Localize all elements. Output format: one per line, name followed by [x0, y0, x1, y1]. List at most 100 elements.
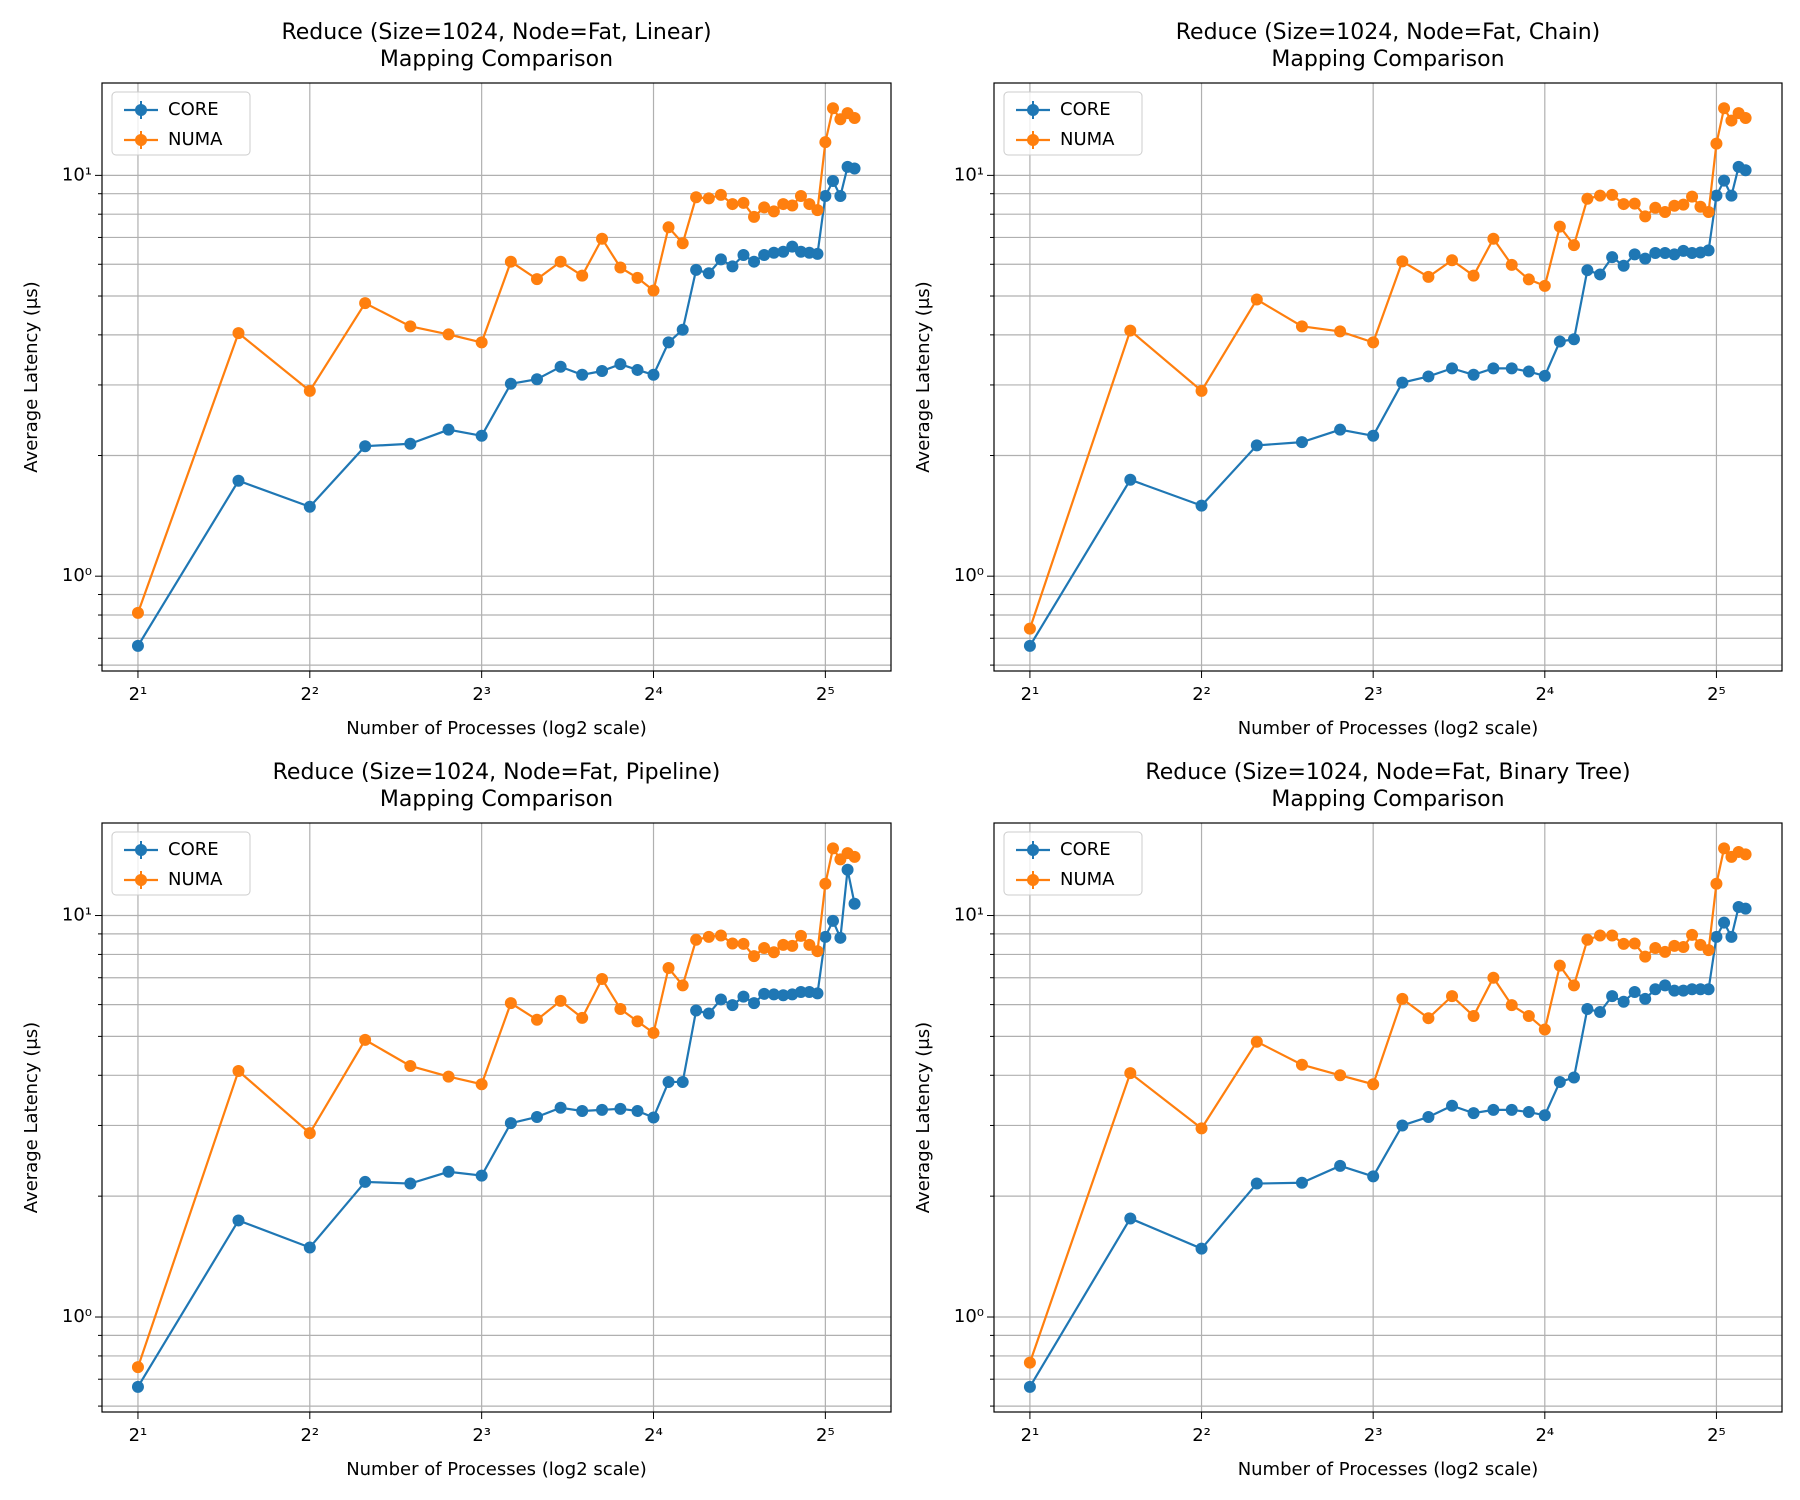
chart-title: Reduce (Size=1024, Node=Fat, Chain) — [1176, 20, 1601, 45]
data-point — [690, 933, 703, 946]
data-point — [777, 989, 790, 1002]
x-axis-label: Number of Processes (log2 scale) — [346, 1459, 647, 1480]
data-point — [714, 993, 727, 1006]
data-point — [1739, 848, 1752, 861]
data-point — [504, 377, 517, 390]
plot-frame — [993, 822, 1783, 1413]
data-point — [1581, 933, 1594, 946]
data-point — [726, 999, 739, 1012]
data-point — [1195, 1122, 1208, 1135]
x-tick-label: 2² — [300, 1425, 319, 1446]
data-point — [737, 937, 750, 950]
data-point — [1639, 210, 1652, 223]
data-point — [647, 284, 660, 297]
data-point — [786, 199, 799, 212]
subplot: Reduce (Size=1024, Node=Fat, Pipeline)Ma… — [21, 760, 892, 1480]
data-point — [1710, 189, 1723, 202]
subplot: Reduce (Size=1024, Node=Fat, Binary Tree… — [913, 760, 1783, 1480]
data-point — [714, 188, 727, 201]
chart-subtitle: Mapping Comparison — [380, 787, 613, 812]
data-point — [758, 942, 771, 955]
data-point — [530, 273, 543, 286]
data-point — [647, 368, 660, 381]
data-point — [614, 358, 627, 371]
data-point — [359, 1033, 372, 1046]
data-point — [475, 336, 488, 349]
y-tick-label: 10¹ — [62, 164, 92, 185]
data-point — [1553, 335, 1566, 348]
data-point — [442, 1165, 455, 1178]
data-point — [758, 248, 771, 261]
data-point — [1553, 220, 1566, 233]
data-point — [596, 1103, 609, 1116]
chart-subtitle: Mapping Comparison — [1271, 787, 1504, 812]
data-point — [1124, 1212, 1137, 1225]
series-line — [1028, 845, 1746, 1363]
legend-label: CORE — [168, 99, 219, 120]
data-point — [1739, 112, 1752, 125]
data-point — [1668, 248, 1681, 261]
data-point — [1538, 279, 1551, 292]
data-point — [475, 1078, 488, 1091]
legend-marker — [135, 134, 147, 146]
legend-label: CORE — [168, 839, 219, 860]
data-point — [1686, 928, 1699, 941]
data-point — [819, 190, 832, 203]
data-point — [1367, 429, 1380, 442]
legend-label: NUMA — [168, 869, 223, 890]
data-point — [1649, 983, 1662, 996]
data-point — [232, 1214, 245, 1227]
legend-marker — [1027, 104, 1039, 116]
data-point — [631, 1015, 644, 1028]
data-point — [1124, 1067, 1137, 1080]
subplot: Reduce (Size=1024, Node=Fat, Chain)Mappi… — [913, 20, 1783, 739]
data-point — [1422, 1012, 1435, 1025]
chart-subtitle: Mapping Comparison — [1271, 47, 1504, 72]
data-point — [758, 201, 771, 214]
data-point — [631, 1104, 644, 1117]
data-point — [1659, 247, 1672, 260]
data-point — [1710, 137, 1723, 150]
data-point — [1606, 188, 1619, 201]
data-point — [1467, 368, 1480, 381]
data-point — [1639, 992, 1652, 1005]
data-point — [1487, 232, 1500, 245]
series-line — [136, 105, 856, 614]
data-point — [662, 336, 675, 349]
data-point — [826, 842, 839, 855]
data-point — [794, 190, 807, 203]
data-point — [631, 363, 644, 376]
data-point — [1617, 259, 1630, 272]
data-point — [1295, 320, 1308, 333]
data-point — [676, 323, 689, 336]
data-point — [811, 204, 824, 217]
data-point — [1725, 189, 1738, 202]
data-point — [1505, 362, 1518, 375]
data-point — [1702, 206, 1715, 219]
data-point — [1649, 201, 1662, 214]
y-axis-label: Average Latency (μs) — [21, 1022, 42, 1213]
data-point — [767, 988, 780, 1001]
data-point — [1581, 264, 1594, 277]
data-point — [767, 246, 780, 259]
chart-title: Reduce (Size=1024, Node=Fat, Linear) — [281, 20, 711, 45]
legend-label: NUMA — [1060, 869, 1115, 890]
data-point — [811, 945, 824, 958]
data-point — [1195, 499, 1208, 512]
data-point — [737, 196, 750, 209]
data-point — [504, 255, 517, 268]
data-point — [690, 263, 703, 276]
data-point — [475, 1169, 488, 1182]
x-tick-label: 2⁴ — [1535, 684, 1554, 705]
data-point — [1594, 189, 1607, 202]
data-point — [530, 1110, 543, 1123]
subplot: Reduce (Size=1024, Node=Fat, Linear)Mapp… — [21, 20, 892, 739]
data-point — [1487, 971, 1500, 984]
data-point — [748, 255, 761, 268]
data-point — [748, 210, 761, 223]
data-point — [576, 1104, 589, 1117]
data-point — [690, 1004, 703, 1017]
data-point — [1639, 252, 1652, 265]
data-point — [232, 327, 245, 340]
legend-marker — [1027, 874, 1039, 886]
